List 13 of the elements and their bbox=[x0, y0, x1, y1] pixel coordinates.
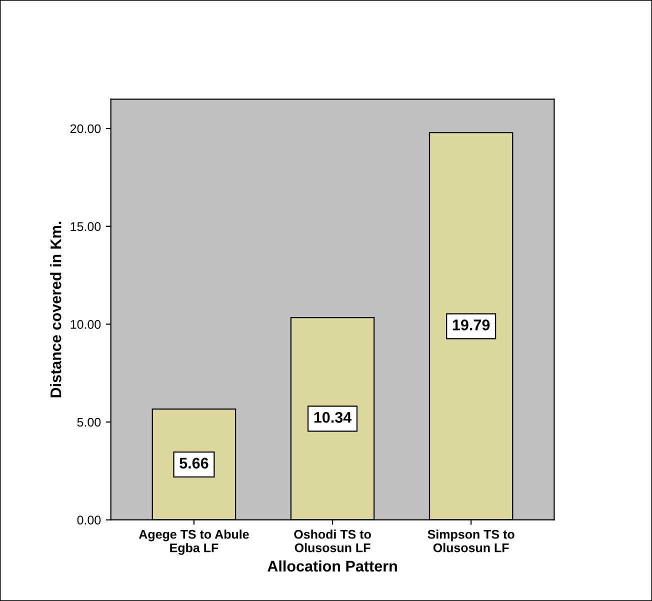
data-label: 5.66 bbox=[180, 458, 208, 469]
y-tick-label: 15.00 bbox=[70, 222, 101, 232]
y-tick-label: 5.00 bbox=[77, 418, 101, 427]
y-tick-label: 20.00 bbox=[70, 124, 101, 134]
x-axis-title: Allocation Pattern bbox=[268, 560, 397, 572]
data-label: 10.34 bbox=[314, 412, 352, 423]
x-tick-label: Oshodi TS to Olusosun LF bbox=[294, 530, 371, 552]
y-tick-label: 0.00 bbox=[77, 516, 101, 525]
x-tick-label: Simpson TS to Olusosun LF bbox=[428, 530, 514, 552]
y-tick-label: 10.00 bbox=[70, 320, 101, 329]
y-axis-title: Distance covered in Km. bbox=[50, 222, 62, 398]
data-label: 19.79 bbox=[452, 320, 490, 330]
x-tick-label: Agege TS to Abule Egba LF bbox=[138, 530, 249, 555]
